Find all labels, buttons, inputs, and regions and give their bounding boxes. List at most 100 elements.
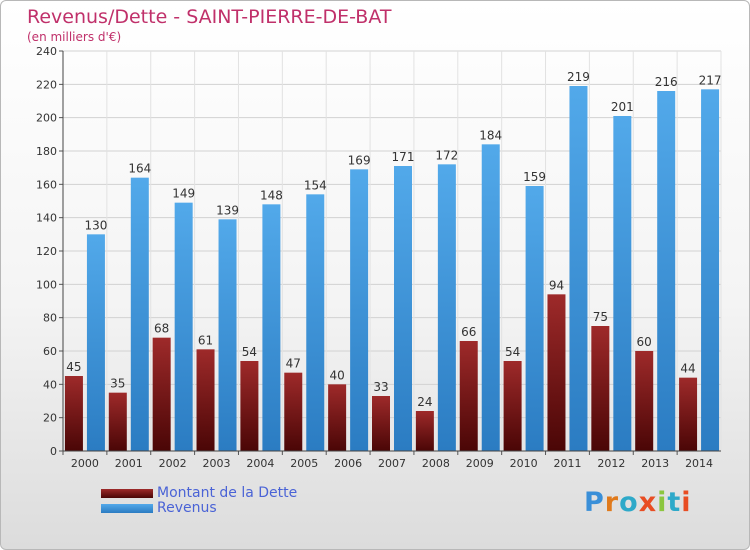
grid: [62, 50, 722, 452]
chart-subtitle: (en milliers d'€): [27, 30, 122, 44]
bar-dette: [240, 361, 259, 451]
bar-dette: [64, 376, 83, 451]
data-label-revenus: 172: [435, 148, 458, 162]
bar-revenus: [437, 164, 456, 452]
x-tick-label: 2006: [334, 457, 362, 470]
bars: [64, 86, 720, 452]
x-tick-label: 2002: [159, 457, 187, 470]
data-label-dette: 61: [198, 333, 213, 347]
x-tick-label: 2000: [71, 457, 99, 470]
bar-dette: [503, 361, 522, 451]
bar-revenus: [218, 219, 237, 451]
legend-swatch-dette: [101, 489, 153, 498]
x-tick-label: 2004: [246, 457, 274, 470]
x-tick-label: 2013: [641, 457, 669, 470]
data-label-revenus: 164: [128, 162, 151, 176]
bar-dette: [459, 341, 478, 451]
y-tick-label: 40: [43, 378, 57, 391]
chart-title: Revenus/Dette - SAINT-PIERRE-DE-BAT: [27, 6, 392, 28]
bar-dette: [415, 411, 434, 451]
data-label-dette: 66: [461, 325, 476, 339]
legend-label-revenus: Revenus: [157, 500, 217, 516]
data-label-revenus: 201: [611, 100, 634, 114]
x-tick-label: 2003: [203, 457, 231, 470]
logo-letter: i: [657, 487, 668, 518]
axes: 0 20 40 60 80 100 120 140 160 180 200 220 240 2000 200…: [36, 45, 721, 470]
data-label-dette: 45: [66, 360, 81, 374]
data-labels: 45 130 35 164 68 149 61 139 54 148 47 154 40 169 33 171…: [66, 70, 721, 409]
logo-letter: t: [667, 487, 682, 518]
y-tick-label: 20: [43, 412, 57, 425]
y-tick-label: 60: [43, 345, 57, 358]
bar-revenus: [174, 202, 193, 451]
data-label-revenus: 171: [392, 150, 415, 164]
bar-revenus: [525, 186, 544, 451]
bar-revenus: [569, 86, 588, 451]
data-label-dette: 47: [286, 357, 301, 371]
y-tick-label: 0: [50, 445, 57, 458]
data-label-revenus: 154: [304, 178, 327, 192]
legend-swatch-revenus: [101, 504, 153, 513]
y-tick-label: 180: [36, 145, 57, 158]
data-label-dette: 40: [329, 368, 344, 382]
bar-dette: [328, 384, 347, 451]
x-tick-label: 2012: [597, 457, 625, 470]
y-tick-label: 80: [43, 312, 57, 325]
data-label-revenus: 130: [84, 218, 107, 232]
bar-revenus: [657, 91, 676, 451]
data-label-dette: 94: [549, 278, 564, 292]
bar-dette: [372, 396, 390, 451]
y-tick-label: 200: [36, 112, 57, 125]
x-tick-label: 2009: [466, 457, 494, 470]
bar-revenus: [481, 144, 500, 452]
data-label-dette: 54: [242, 345, 257, 359]
y-tick-label: 100: [36, 278, 57, 291]
x-tick-label: 2010: [510, 457, 538, 470]
x-tick-label: 2005: [290, 457, 318, 470]
logo-letter: x: [638, 487, 658, 518]
x-tick-label: 2008: [422, 457, 450, 470]
data-label-dette: 35: [110, 377, 125, 391]
bar-revenus: [130, 177, 149, 451]
data-label-revenus: 184: [479, 128, 502, 142]
data-label-revenus: 149: [172, 187, 195, 201]
bar-dette: [591, 326, 610, 451]
proxiti-logo: Proxiti: [584, 487, 692, 518]
bar-revenus: [350, 169, 369, 452]
y-tick-label: 120: [36, 245, 57, 258]
bar-revenus: [306, 194, 325, 452]
x-tick-label: 2014: [685, 457, 713, 470]
y-tick-label: 220: [36, 78, 57, 91]
data-label-revenus: 159: [523, 170, 546, 184]
legend-label-dette: Montant de la Dette: [157, 485, 298, 501]
data-label-dette: 60: [637, 335, 652, 349]
y-tick-label: 140: [36, 212, 57, 225]
data-label-dette: 75: [593, 310, 608, 324]
bar-dette: [547, 294, 566, 451]
data-label-revenus: 216: [655, 75, 678, 89]
bar-revenus: [394, 166, 412, 451]
x-tick-label: 2001: [115, 457, 143, 470]
bar-revenus: [613, 116, 632, 451]
bar-dette: [635, 351, 654, 451]
data-label-revenus: 148: [260, 188, 283, 202]
data-label-dette: 24: [417, 395, 432, 409]
data-label-dette: 54: [505, 345, 520, 359]
bar-revenus: [262, 204, 281, 451]
bar-dette: [108, 392, 127, 451]
logo-letter: o: [619, 487, 639, 518]
bar-dette: [152, 337, 171, 451]
bar-dette: [679, 377, 698, 451]
bar-revenus: [86, 234, 105, 451]
data-label-revenus: 217: [699, 73, 722, 87]
data-label-revenus: 139: [216, 203, 239, 217]
bar-dette: [196, 349, 215, 451]
y-tick-label: 240: [36, 45, 57, 58]
data-label-dette: 68: [154, 322, 169, 336]
bar-revenus: [701, 89, 720, 451]
data-label-dette: 44: [680, 362, 695, 376]
data-label-revenus: 169: [348, 153, 371, 167]
logo-letter: P: [584, 487, 605, 518]
